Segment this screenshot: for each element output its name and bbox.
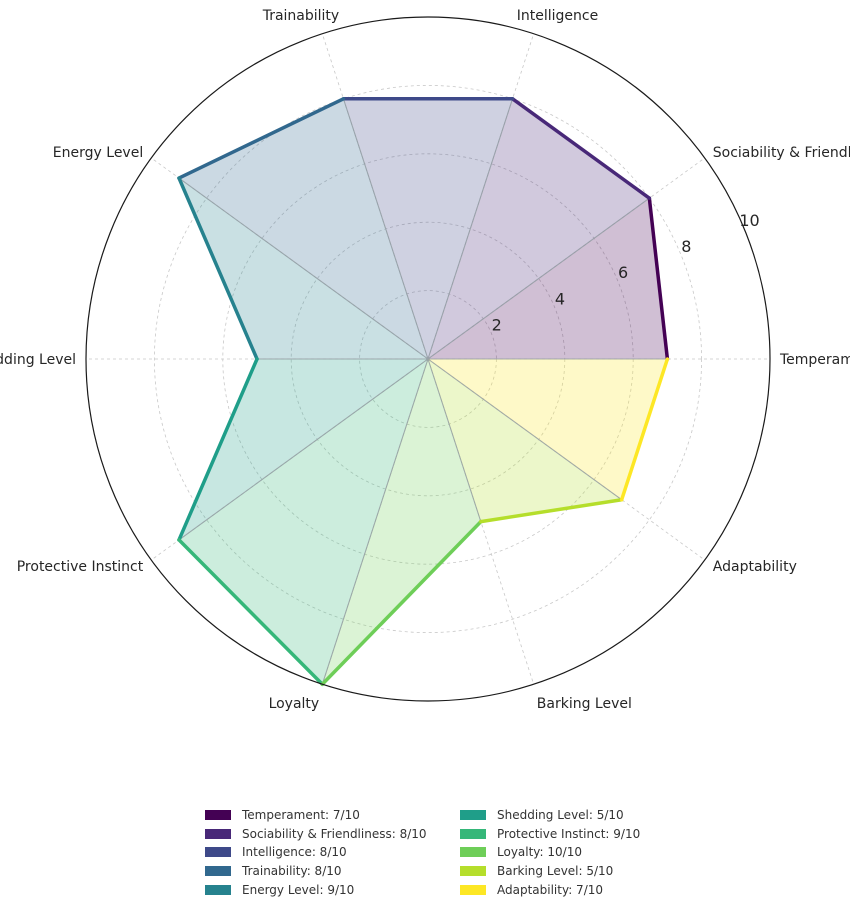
edge-trainability [177, 97, 346, 180]
radial-tick-label: 10 [739, 211, 759, 230]
axis-label: Protective Instinct [17, 559, 144, 575]
edge-sociability-friendliness [510, 97, 652, 200]
legend-item: Trainability: 8/10 [205, 862, 460, 881]
edge-temperament [647, 196, 670, 361]
radial-ticks: 2 4 6 8 10 [492, 211, 760, 335]
legend-swatch [460, 847, 486, 858]
axis-labels: Temperament Sociability & Friendliness Int… [0, 8, 850, 712]
legend-item: Protective Instinct: 9/10 [460, 825, 675, 844]
legend-item: Shedding Level: 5/10 [460, 806, 675, 825]
axis-label: Adaptability [713, 559, 797, 575]
legend-label: Loyalty: 10/10 [497, 845, 582, 860]
outer-ring [85, 16, 771, 702]
edge-loyalty [320, 519, 483, 687]
legend-label: Temperament: 7/10 [242, 808, 360, 823]
legend-label: Trainability: 8/10 [242, 864, 342, 879]
legend-item: Energy Level: 9/10 [205, 880, 460, 899]
legend-item: Sociability & Friendliness: 8/10 [205, 825, 460, 844]
radial-tick-label: 6 [618, 263, 628, 282]
axis-label: Intelligence [517, 8, 598, 24]
axis-label: Shedding Level [0, 352, 76, 368]
legend-item: Loyalty: 10/10 [460, 843, 675, 862]
legend-label: Protective Instinct: 9/10 [497, 826, 641, 841]
edge-adaptability [619, 357, 670, 502]
legend-label: Barking Level: 5/10 [497, 864, 614, 879]
legend-label: Shedding Level: 5/10 [497, 808, 624, 823]
edge-energy-level [177, 176, 259, 361]
legend-swatch [205, 866, 231, 877]
axis-label: Temperament [779, 352, 850, 368]
legend-swatch [460, 828, 486, 839]
wedges [177, 97, 669, 686]
legend-swatch [205, 828, 231, 839]
radial-tick-label: 8 [681, 237, 691, 256]
legend-swatch [460, 884, 486, 895]
legend-item: Temperament: 7/10 [205, 806, 460, 825]
wedge-edges [177, 97, 670, 687]
legend-swatch [205, 884, 231, 895]
legend-item: Intelligence: 8/10 [205, 843, 460, 862]
edge-barking-level [479, 497, 624, 524]
axis-label: Barking Level [537, 696, 632, 712]
grid-circle [153, 84, 703, 634]
axis-label: Loyalty [269, 696, 320, 712]
axis-label: Sociability & Friendliness [713, 145, 850, 161]
legend-swatch [460, 866, 486, 877]
legend-item: Adaptability: 7/10 [460, 880, 675, 899]
legend-label: Energy Level: 9/10 [242, 882, 355, 897]
legend-item: Barking Level: 5/10 [460, 862, 675, 881]
legend-label: Intelligence: 8/10 [242, 845, 347, 860]
legend-label: Adaptability: 7/10 [497, 882, 604, 897]
radial-tick-label: 4 [555, 289, 565, 308]
legend-swatch [205, 810, 231, 821]
edge-protective-instinct [177, 538, 325, 687]
edge-shedding-level [177, 357, 259, 542]
radial-tick-label: 2 [492, 316, 502, 335]
axis-label: Energy Level [53, 145, 143, 161]
legend-swatch [205, 847, 231, 858]
legend: Temperament: 7/10 Shedding Level: 5/10 Soc… [205, 806, 675, 899]
legend-swatch [460, 810, 486, 821]
legend-label: Sociability & Friendliness: 8/10 [242, 826, 427, 841]
axis-label: Trainability [262, 8, 340, 24]
